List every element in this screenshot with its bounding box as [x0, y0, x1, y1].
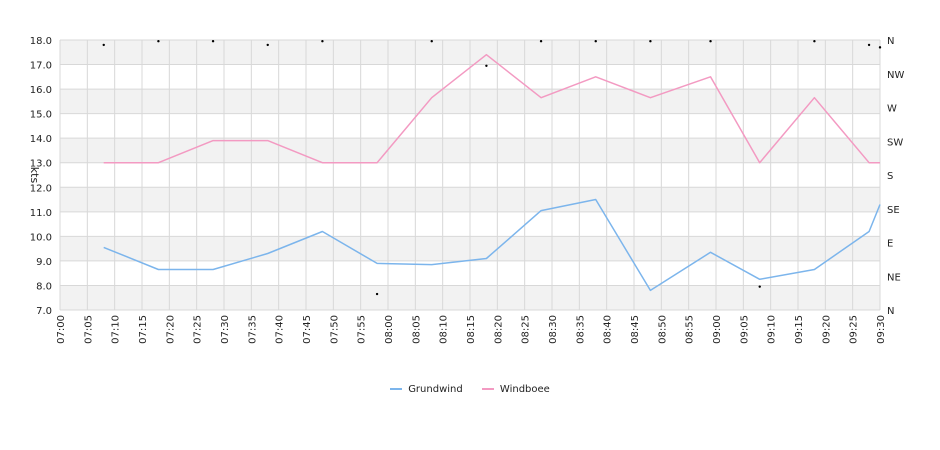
y-tick-label: 8.0	[36, 281, 52, 292]
x-tick-label: 07:35	[247, 315, 258, 344]
x-tick-label: 08:15	[466, 315, 477, 344]
y-tick-label: 12.0	[30, 183, 52, 194]
y-tick-label: 10.0	[30, 232, 52, 243]
direction-marker	[878, 46, 882, 49]
legend-item-windboee[interactable]: Windboee	[481, 384, 550, 395]
x-tick-label: 08:10	[439, 315, 450, 344]
direction-marker	[485, 64, 488, 67]
legend-swatch-windboee	[481, 388, 494, 390]
y-tick-label: 17.0	[30, 61, 52, 72]
y-axis-ticks: 7.0 8.0 9.0 10.0 11.0 12.0 13.0 14.0 15.0 16.0 17.…	[30, 36, 52, 317]
x-tick-label: 07:50	[329, 315, 340, 344]
x-tick-label: 07:05	[83, 315, 94, 344]
series-line-windboee[interactable]	[103, 53, 880, 164]
legend-label-windboee: Windboee	[499, 384, 550, 395]
horizontal-grid	[60, 39, 880, 311]
direction-tick-label: NW	[887, 70, 904, 81]
direction-tick-label: W	[887, 104, 897, 115]
x-axis-ticks: 07:00 07:05 07:10 07:15 07:20 07:25 07:30 07:35…	[56, 315, 887, 344]
direction-marker	[211, 40, 215, 43]
legend-swatch-grundwind	[390, 388, 403, 390]
x-tick-label: 09:15	[794, 315, 805, 344]
direction-marker	[539, 40, 543, 43]
direction-axis-ticks: N NE E SE S SW W NW N	[887, 36, 904, 317]
direction-tick-label: N	[887, 306, 894, 317]
x-tick-label: 08:20	[493, 315, 504, 344]
direction-marker	[102, 43, 105, 47]
series-line-grundwind[interactable]	[103, 198, 881, 292]
legend-label-grundwind: Grundwind	[408, 384, 463, 395]
y-tick-label: 9.0	[36, 257, 52, 268]
x-tick-label: 07:55	[357, 315, 368, 344]
y-tick-label: 18.0	[30, 36, 52, 47]
series-lines	[103, 53, 881, 292]
x-tick-label: 08:40	[603, 315, 614, 344]
direction-tick-label: E	[887, 239, 893, 250]
direction-marker	[375, 292, 379, 296]
direction-marker	[594, 40, 597, 43]
direction-tick-label: SE	[887, 205, 900, 216]
direction-marker	[813, 40, 816, 43]
x-tick-label: 07:30	[220, 315, 231, 344]
x-tick-label: 09:30	[876, 315, 887, 344]
direction-markers	[102, 40, 882, 296]
x-tick-label: 08:35	[575, 315, 586, 344]
x-tick-label: 09:10	[767, 315, 778, 344]
x-tick-label: 09:25	[849, 315, 860, 344]
x-tick-label: 07:15	[138, 315, 149, 344]
legend-item-grundwind[interactable]: Grundwind	[390, 384, 463, 395]
x-tick-label: 07:25	[193, 315, 204, 344]
legend: Grundwind Windboee	[0, 384, 940, 395]
direction-marker	[321, 40, 324, 43]
x-tick-label: 08:30	[548, 315, 559, 344]
x-tick-label: 07:40	[275, 315, 286, 344]
y-tick-label: 14.0	[30, 134, 52, 145]
x-tick-label: 08:50	[657, 315, 668, 344]
direction-marker	[157, 40, 160, 43]
y-tick-label: 15.0	[30, 110, 52, 121]
x-tick-label: 07:45	[302, 315, 313, 344]
x-tick-label: 08:00	[384, 315, 395, 344]
direction-marker	[709, 40, 712, 43]
x-tick-label: 08:25	[521, 315, 532, 344]
direction-marker	[867, 43, 871, 47]
vertical-grid	[59, 40, 881, 310]
x-tick-label: 07:10	[111, 315, 122, 344]
direction-marker	[649, 40, 652, 43]
y-tick-label: 11.0	[30, 208, 52, 219]
direction-tick-label: SW	[887, 137, 903, 148]
x-tick-label: 09:05	[739, 315, 750, 344]
wind-chart: 7.0 8.0 9.0 10.0 11.0 12.0 13.0 14.0 15.0 16.0 17.…	[28, 36, 904, 344]
direction-marker	[430, 40, 433, 43]
x-tick-label: 08:05	[411, 315, 422, 344]
x-tick-label: 08:45	[630, 315, 641, 344]
direction-tick-label: S	[887, 171, 893, 182]
direction-marker	[758, 285, 761, 288]
y-tick-label: 7.0	[36, 306, 52, 317]
x-tick-label: 07:20	[165, 315, 176, 344]
x-tick-label: 07:00	[56, 315, 67, 344]
y-tick-label: 16.0	[30, 85, 52, 96]
x-tick-label: 09:00	[712, 315, 723, 344]
y-tick-label: 13.0	[30, 159, 52, 170]
direction-marker	[266, 43, 269, 47]
y-axis-title: kts	[28, 167, 41, 184]
x-tick-label: 08:55	[685, 315, 696, 344]
direction-tick-label: NE	[887, 272, 901, 283]
x-tick-label: 09:20	[821, 315, 832, 344]
direction-tick-label: N	[887, 36, 894, 47]
